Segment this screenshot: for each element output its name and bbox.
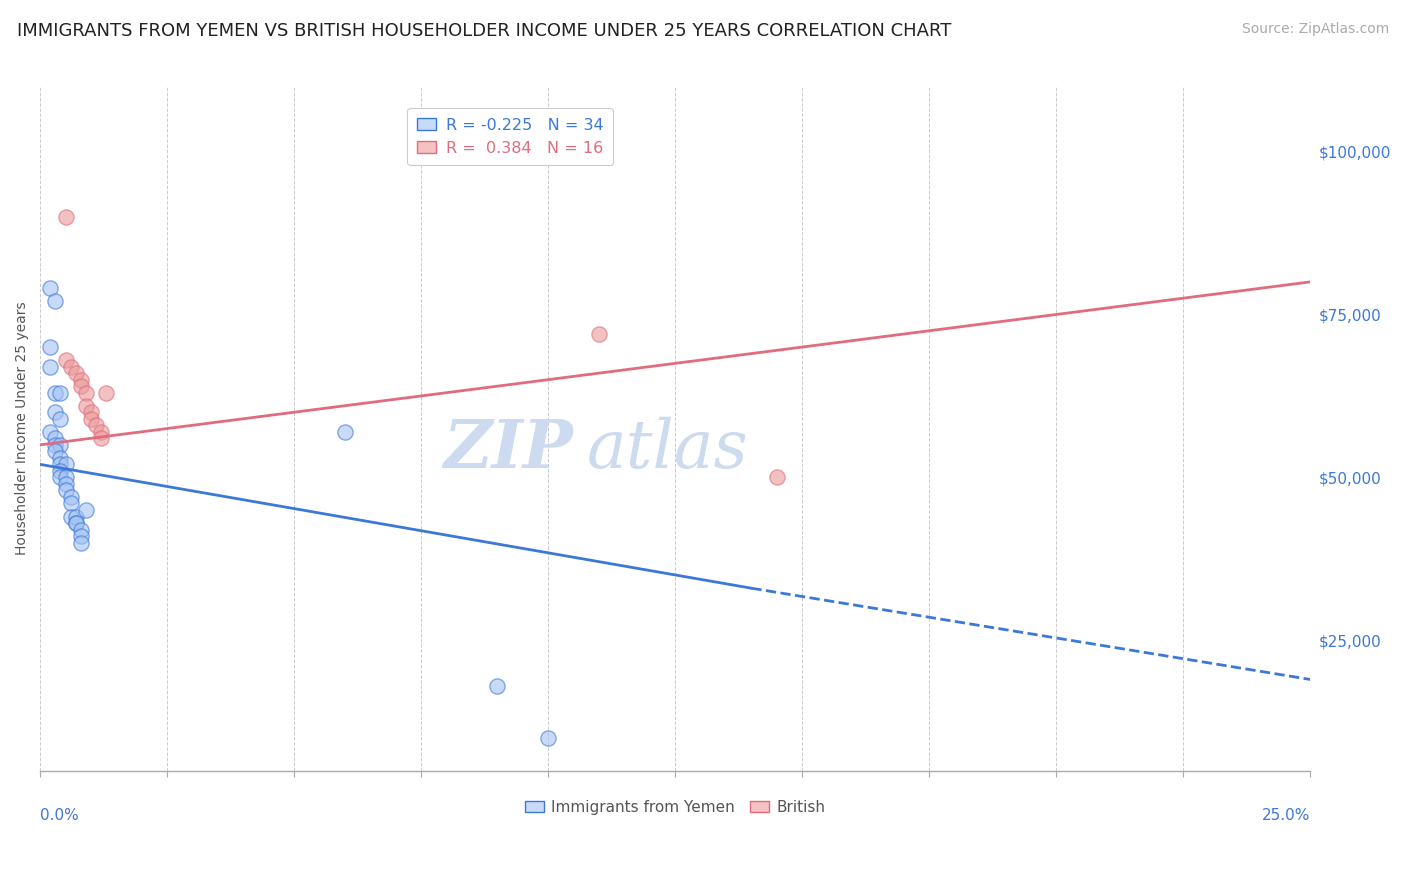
Point — [75, 385, 97, 400]
Text: ZIP: ZIP — [444, 417, 574, 482]
Point — [39, 340, 62, 354]
Point — [84, 418, 107, 433]
Point — [49, 464, 72, 478]
Point — [59, 509, 82, 524]
Point — [65, 516, 87, 530]
Point — [333, 425, 356, 439]
Point — [49, 385, 72, 400]
Point — [65, 516, 87, 530]
Text: atlas: atlas — [586, 417, 748, 482]
Point — [44, 405, 66, 419]
Point — [59, 359, 82, 374]
Point — [39, 281, 62, 295]
Point — [69, 523, 91, 537]
Point — [49, 438, 72, 452]
Point — [39, 359, 62, 374]
Point — [65, 509, 87, 524]
Point — [766, 470, 789, 484]
Point — [588, 326, 610, 341]
Point — [44, 385, 66, 400]
Point — [49, 411, 72, 425]
Point — [55, 210, 77, 224]
Point — [49, 470, 72, 484]
Point — [55, 470, 77, 484]
Point — [90, 431, 112, 445]
Point — [80, 411, 103, 425]
Point — [75, 503, 97, 517]
Point — [59, 496, 82, 510]
Point — [69, 535, 91, 549]
Y-axis label: Householder Income Under 25 years: Householder Income Under 25 years — [15, 301, 30, 556]
Legend: Immigrants from Yemen, British: Immigrants from Yemen, British — [519, 794, 831, 822]
Point — [49, 450, 72, 465]
Point — [69, 529, 91, 543]
Point — [80, 405, 103, 419]
Point — [44, 444, 66, 458]
Point — [90, 425, 112, 439]
Point — [55, 458, 77, 472]
Point — [69, 379, 91, 393]
Point — [44, 431, 66, 445]
Text: IMMIGRANTS FROM YEMEN VS BRITISH HOUSEHOLDER INCOME UNDER 25 YEARS CORRELATION C: IMMIGRANTS FROM YEMEN VS BRITISH HOUSEHO… — [17, 22, 952, 40]
Point — [75, 399, 97, 413]
Point — [39, 425, 62, 439]
Point — [537, 731, 560, 745]
Point — [44, 294, 66, 309]
Point — [96, 385, 118, 400]
Text: Source: ZipAtlas.com: Source: ZipAtlas.com — [1241, 22, 1389, 37]
Point — [486, 679, 509, 693]
Point — [49, 458, 72, 472]
Point — [55, 483, 77, 498]
Point — [55, 477, 77, 491]
Point — [65, 366, 87, 380]
Point — [44, 438, 66, 452]
Point — [55, 353, 77, 368]
Point — [69, 373, 91, 387]
Point — [59, 490, 82, 504]
Text: 0.0%: 0.0% — [41, 808, 79, 823]
Text: 25.0%: 25.0% — [1263, 808, 1310, 823]
